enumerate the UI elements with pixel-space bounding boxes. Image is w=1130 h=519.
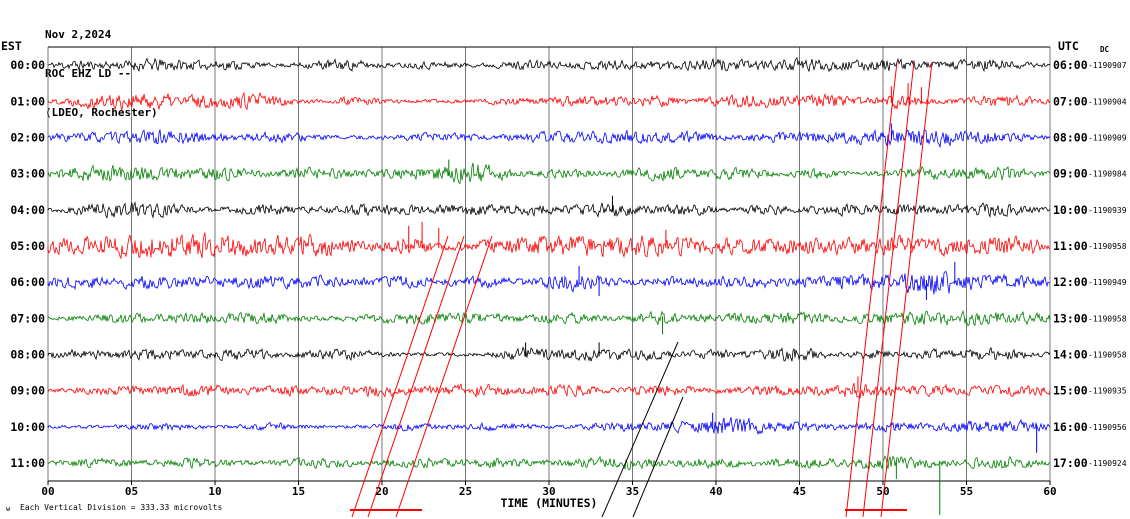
row-label-est-00:00: 00:00 xyxy=(10,58,45,72)
row-label-est-08:00: 08:00 xyxy=(10,347,45,361)
row-label-utc-08:00: 08:00 xyxy=(1053,130,1088,144)
x-tick-label-05: 05 xyxy=(125,485,138,498)
x-tick-label-25: 25 xyxy=(459,485,472,498)
x-tick-label-50: 50 xyxy=(876,485,889,498)
x-tick-label-00: 00 xyxy=(41,485,54,498)
header-network: (LDEO, Rochester) xyxy=(45,106,158,119)
overlay-line-5 xyxy=(880,61,933,518)
row-counter: -1190924 xyxy=(1088,459,1127,468)
row-label-utc-11:00: 11:00 xyxy=(1053,239,1088,253)
corner-mark: w xyxy=(6,505,11,513)
row-label-est-03:00: 03:00 xyxy=(10,167,45,181)
row-label-utc-15:00: 15:00 xyxy=(1053,384,1088,398)
trace-row-07:00 xyxy=(47,309,1051,327)
trace-row-08:00 xyxy=(47,346,1051,362)
row-counter: -1190949 xyxy=(1088,278,1127,287)
header-date: Nov 2,2024 xyxy=(45,28,112,41)
row-counter: -1190939 xyxy=(1088,206,1127,215)
x-tick-label-40: 40 xyxy=(709,485,722,498)
row-label-est-05:00: 05:00 xyxy=(10,239,45,253)
row-label-utc-09:00: 09:00 xyxy=(1053,167,1088,181)
overlay-line-6 xyxy=(601,341,679,518)
row-counter: -1190958 xyxy=(1088,242,1127,251)
row-label-est-07:00: 07:00 xyxy=(10,311,45,325)
dc-label: DC xyxy=(1100,45,1110,54)
row-label-utc-06:00: 06:00 xyxy=(1053,58,1088,72)
overlay-line-2 xyxy=(395,235,493,518)
row-counter: -1190956 xyxy=(1088,423,1127,432)
row-label-utc-13:00: 13:00 xyxy=(1053,311,1088,325)
trace-row-11:00 xyxy=(47,455,1051,471)
scale-note: Each Vertical Division = 333.33 microvol… xyxy=(20,503,223,512)
row-counter: -1190904 xyxy=(1088,97,1127,106)
trace-row-01:00 xyxy=(47,91,1051,111)
overlay-line-4 xyxy=(862,61,915,518)
row-label-utc-12:00: 12:00 xyxy=(1053,275,1088,289)
x-tick-label-30: 30 xyxy=(542,485,555,498)
row-label-utc-07:00: 07:00 xyxy=(1053,94,1088,108)
overlay-line-0 xyxy=(351,235,449,518)
row-label-est-06:00: 06:00 xyxy=(10,275,45,289)
trace-row-09:00 xyxy=(47,382,1051,399)
trace-row-05:00 xyxy=(47,232,1051,260)
row-label-utc-10:00: 10:00 xyxy=(1053,203,1088,217)
row-label-utc-16:00: 16:00 xyxy=(1053,420,1088,434)
trace-row-04:00 xyxy=(47,201,1051,220)
row-counter: -1190958 xyxy=(1088,350,1127,359)
trace-row-06:00 xyxy=(47,271,1051,295)
row-label-est-10:00: 10:00 xyxy=(10,420,45,434)
row-label-est-11:00: 11:00 xyxy=(10,456,45,470)
left-timezone-label: EST xyxy=(1,39,22,53)
overlay-line-3 xyxy=(845,61,898,518)
x-tick-label-60: 60 xyxy=(1043,485,1056,498)
right-timezone-label: UTC xyxy=(1058,39,1079,53)
overlay-line-1 xyxy=(367,235,465,518)
x-tick-label-10: 10 xyxy=(208,485,221,498)
row-counter: -1190935 xyxy=(1088,387,1127,396)
row-label-utc-17:00: 17:00 xyxy=(1053,456,1088,470)
row-label-est-04:00: 04:00 xyxy=(10,203,45,217)
header-station: ROC EHZ LD -- xyxy=(45,67,132,80)
row-label-est-01:00: 01:00 xyxy=(10,94,45,108)
row-label-utc-14:00: 14:00 xyxy=(1053,347,1088,361)
row-label-est-02:00: 02:00 xyxy=(10,130,45,144)
trace-row-10:00 xyxy=(47,417,1051,436)
trace-row-03:00 xyxy=(47,162,1051,185)
x-axis-label: TIME (MINUTES) xyxy=(500,496,598,510)
x-tick-label-45: 45 xyxy=(793,485,806,498)
overlay-line-7 xyxy=(632,396,684,518)
row-counter: -1190984 xyxy=(1088,170,1127,179)
x-tick-label-20: 20 xyxy=(375,485,388,498)
row-counter: -1190907 xyxy=(1088,61,1127,70)
trace-row-00:00 xyxy=(47,57,1051,73)
trace-row-02:00 xyxy=(47,129,1051,149)
x-tick-label-15: 15 xyxy=(292,485,305,498)
row-label-est-09:00: 09:00 xyxy=(10,384,45,398)
x-tick-label-55: 55 xyxy=(960,485,973,498)
row-counter: -1190958 xyxy=(1088,314,1127,323)
x-tick-label-35: 35 xyxy=(626,485,639,498)
plot-header: Nov 2,2024 ROC EHZ LD -- (LDEO, Rocheste… xyxy=(45,2,158,145)
row-counter: -1190909 xyxy=(1088,133,1127,142)
